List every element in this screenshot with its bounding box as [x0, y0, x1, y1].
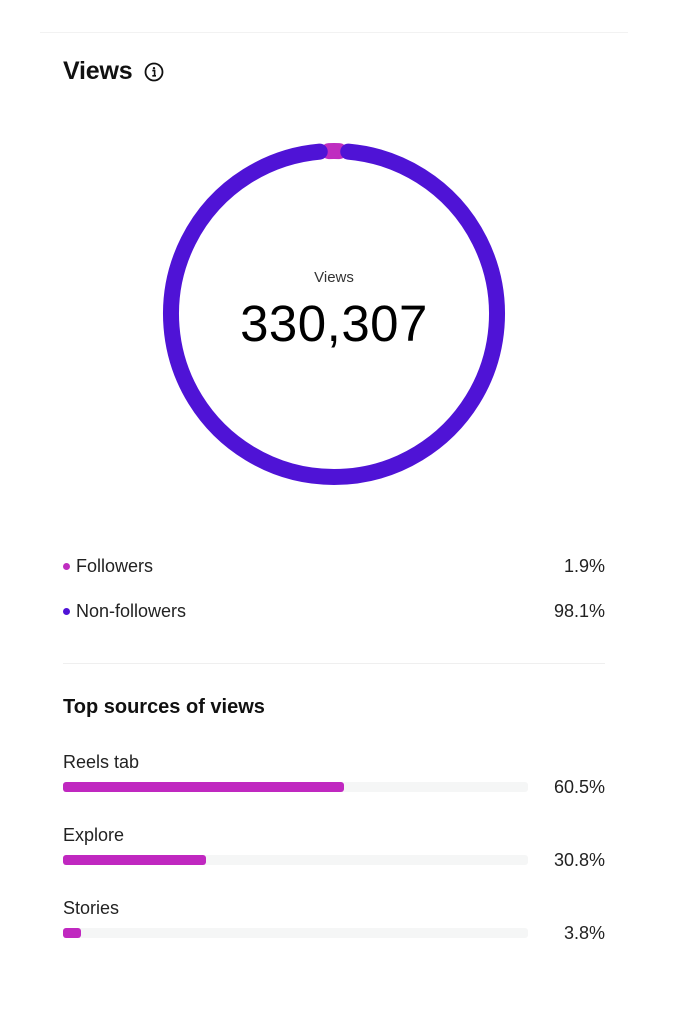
- source-bar-fill: [63, 928, 81, 938]
- donut-center-label: Views: [314, 269, 354, 286]
- section-title: Top sources of views: [63, 696, 265, 718]
- legend-item-non-followers: Non-followers 98.1%: [63, 599, 605, 623]
- donut-center-value: 330,307: [240, 295, 428, 352]
- legend-item-followers: Followers 1.9%: [63, 554, 605, 578]
- source-label: Reels tab: [63, 752, 140, 772]
- source-value: 30.8%: [553, 850, 605, 870]
- source-bar-fill: [63, 782, 345, 792]
- donut-ring: [163, 143, 505, 485]
- source-bar-fill: [63, 855, 207, 865]
- source-bar-track: [63, 928, 528, 938]
- source-label: Explore: [63, 825, 125, 845]
- non-followers-segment: [163, 143, 505, 485]
- page-title: Views: [63, 57, 133, 85]
- source-label: Stories: [63, 898, 120, 918]
- info-icon[interactable]: [144, 62, 164, 82]
- non-followers-dot-icon: [63, 607, 70, 615]
- source-row-stories: Stories 3.8%: [63, 898, 605, 958]
- source-row-explore: Explore 30.8%: [63, 825, 605, 885]
- legend-label: Non-followers: [76, 600, 187, 621]
- legend-label: Followers: [76, 555, 154, 576]
- source-bar-track: [63, 782, 528, 792]
- section-divider: [63, 663, 605, 664]
- views-donut-chart: Views 330,307: [160, 140, 508, 488]
- top-divider: [40, 32, 628, 33]
- card-header: Views: [63, 57, 164, 86]
- source-bar-track: [63, 855, 528, 865]
- followers-dot-icon: [63, 562, 70, 570]
- legend-value: 1.9%: [563, 555, 605, 576]
- legend-value: 98.1%: [553, 600, 605, 621]
- source-value: 60.5%: [553, 777, 605, 797]
- source-value: 3.8%: [563, 923, 605, 943]
- donut-center: Views 330,307: [160, 140, 508, 488]
- source-row-reels-tab: Reels tab 60.5%: [63, 752, 605, 812]
